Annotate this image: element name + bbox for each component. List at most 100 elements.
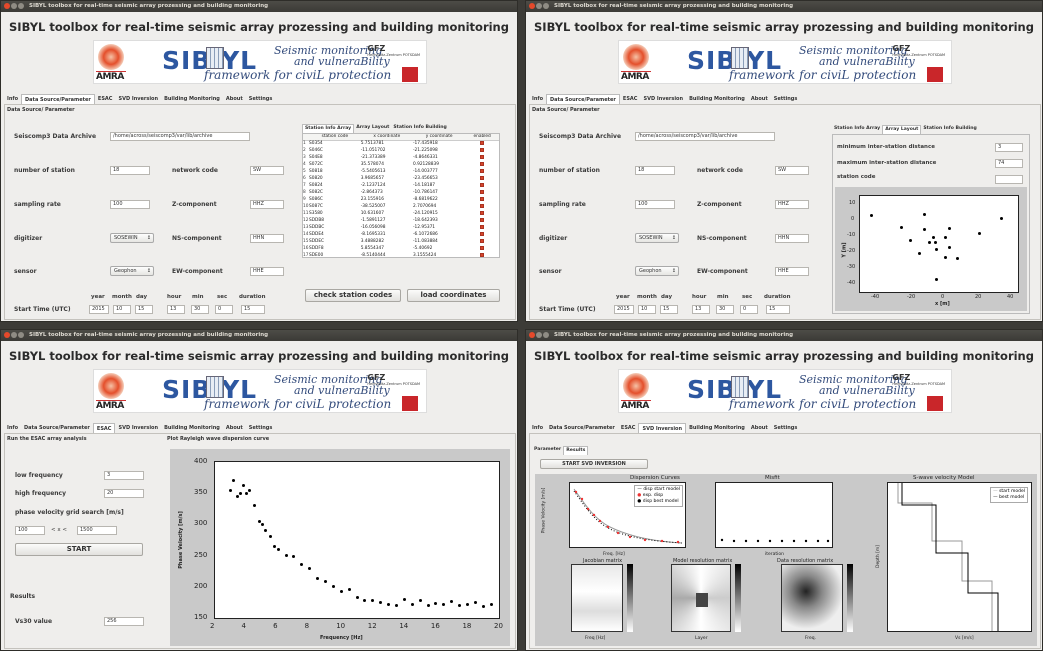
start-svd-button[interactable]: START SVD INVERSION bbox=[540, 459, 648, 469]
tab-data-source[interactable]: Data Source/Parameter bbox=[549, 425, 615, 431]
enabled-cell[interactable] bbox=[465, 252, 499, 258]
digitizer-select[interactable]: SOSEWIN bbox=[635, 233, 679, 243]
enabled-checkbox[interactable] bbox=[480, 245, 485, 250]
x-coordinate-cell[interactable]: 23.155916 bbox=[360, 197, 384, 202]
x-coordinate-cell[interactable]: -8.1695331 bbox=[360, 232, 386, 237]
y-coordinate-cell[interactable]: -14.18187 bbox=[412, 183, 436, 188]
tab-array-layout[interactable]: Array Layout bbox=[882, 125, 922, 134]
enabled-cell[interactable] bbox=[465, 161, 499, 169]
enabled-checkbox[interactable] bbox=[480, 231, 485, 236]
y-coordinate-cell[interactable]: -11.083884 bbox=[412, 239, 438, 244]
tab-data-source[interactable]: Data Source/Parameter bbox=[546, 94, 620, 104]
max-dist-input[interactable]: 74 bbox=[995, 159, 1023, 168]
y-coordinate-cell[interactable]: 3.1555424 bbox=[412, 253, 437, 258]
table-row[interactable]: 2 S046C -11.051702 -21.225098 bbox=[303, 147, 499, 155]
minimize-icon[interactable] bbox=[11, 332, 17, 338]
tab-settings[interactable]: Settings bbox=[773, 96, 798, 102]
ns-input[interactable]: HHN bbox=[775, 234, 809, 243]
x-coordinate-cell[interactable]: 3.4888282 bbox=[360, 239, 384, 244]
tab-about[interactable]: About bbox=[750, 96, 768, 102]
enabled-cell[interactable] bbox=[465, 217, 499, 225]
station-code-input[interactable] bbox=[995, 175, 1023, 184]
table-row[interactable]: 17 SDE00 -8.5140444 3.1555424 bbox=[303, 252, 499, 258]
sensor-select[interactable]: Geophon bbox=[635, 266, 679, 276]
tab-svd[interactable]: SVD Inversion bbox=[118, 425, 159, 431]
sensor-select[interactable]: Geophon bbox=[110, 266, 154, 276]
tab-building[interactable]: Building Monitoring bbox=[689, 425, 745, 431]
station-code-cell[interactable]: SDDF8 bbox=[309, 246, 324, 251]
month-input[interactable]: 10 bbox=[638, 305, 656, 314]
enabled-checkbox[interactable] bbox=[480, 210, 485, 215]
enabled-checkbox[interactable] bbox=[480, 147, 485, 152]
hour-input[interactable]: 13 bbox=[692, 305, 710, 314]
station-code-cell[interactable]: SDDE4 bbox=[309, 232, 324, 237]
enabled-cell[interactable] bbox=[465, 175, 499, 183]
table-row[interactable]: 4 S072C 35.578074 0.92128839 bbox=[303, 161, 499, 169]
sec-input[interactable]: 0 bbox=[740, 305, 758, 314]
tab-station-info-building[interactable]: Station Info Building bbox=[393, 125, 447, 130]
table-row[interactable]: 13 SDDBC -16.056098 -12.95371 bbox=[303, 224, 499, 232]
y-coordinate-cell[interactable]: -24.120915 bbox=[412, 211, 438, 216]
y-coordinate-cell[interactable]: 2.7070694 bbox=[412, 204, 437, 209]
vs30-input[interactable]: 256 bbox=[104, 617, 144, 626]
tab-esac[interactable]: ESAC bbox=[97, 96, 113, 102]
year-input[interactable]: 2015 bbox=[89, 305, 109, 314]
duration-input[interactable]: 15 bbox=[241, 305, 265, 314]
station-code-cell[interactable]: SDDEC bbox=[309, 239, 325, 244]
close-icon[interactable] bbox=[4, 3, 10, 9]
station-code-cell[interactable]: SDE00 bbox=[309, 253, 324, 258]
station-code-cell[interactable]: S0354 bbox=[309, 141, 323, 146]
sampling-input[interactable]: 100 bbox=[635, 200, 675, 209]
x-coordinate-cell[interactable]: -1.5891127 bbox=[360, 218, 386, 223]
enabled-cell[interactable] bbox=[465, 168, 499, 176]
day-input[interactable]: 15 bbox=[135, 305, 153, 314]
y-coordinate-cell[interactable]: -23.456653 bbox=[412, 176, 438, 181]
tab-station-info-array[interactable]: Station Info Array bbox=[834, 126, 881, 131]
network-input[interactable]: SW bbox=[250, 166, 284, 175]
enabled-cell[interactable] bbox=[465, 210, 499, 218]
archive-input[interactable]: /home/across/seiscomp3/var/lib/archive bbox=[635, 132, 775, 141]
low-frequency-input[interactable]: 3 bbox=[104, 471, 144, 480]
duration-input[interactable]: 15 bbox=[766, 305, 790, 314]
x-coordinate-cell[interactable]: -21.373389 bbox=[360, 155, 386, 160]
enabled-checkbox[interactable] bbox=[480, 161, 485, 166]
network-input[interactable]: SW bbox=[775, 166, 809, 175]
num-station-input[interactable]: 18 bbox=[635, 166, 675, 175]
tab-data-source[interactable]: Data Source/Parameter bbox=[21, 94, 95, 104]
table-row[interactable]: 7 S0824 -2.1237124 -14.18187 bbox=[303, 182, 499, 190]
zcomp-input[interactable]: HHZ bbox=[250, 200, 284, 209]
station-code-cell[interactable]: S087C bbox=[309, 204, 323, 209]
enabled-cell[interactable] bbox=[465, 245, 499, 253]
y-coordinate-cell[interactable]: -21.225098 bbox=[412, 148, 438, 153]
station-code-cell[interactable]: S3580 bbox=[309, 211, 323, 216]
station-code-cell[interactable]: S072C bbox=[309, 162, 323, 167]
maximize-icon[interactable] bbox=[18, 3, 24, 9]
y-coordinate-cell[interactable]: -17.435918 bbox=[412, 141, 438, 146]
enabled-checkbox[interactable] bbox=[480, 224, 485, 229]
load-coordinates-button[interactable]: load coordinates bbox=[407, 289, 500, 302]
y-coordinate-cell[interactable]: -4.8646331 bbox=[412, 155, 438, 160]
tab-building[interactable]: Building Monitoring bbox=[164, 96, 220, 102]
sampling-input[interactable]: 100 bbox=[110, 200, 150, 209]
sec-input[interactable]: 0 bbox=[215, 305, 233, 314]
enabled-checkbox[interactable] bbox=[480, 217, 485, 222]
maximize-icon[interactable] bbox=[18, 332, 24, 338]
station-code-cell[interactable]: SDDBC bbox=[309, 225, 325, 230]
y-coordinate-cell[interactable]: -8.6819622 bbox=[412, 197, 438, 202]
check-station-codes-button[interactable]: check station codes bbox=[305, 289, 401, 302]
tab-settings[interactable]: Settings bbox=[248, 96, 273, 102]
y-coordinate-cell[interactable]: -5.40692 bbox=[412, 246, 433, 251]
enabled-cell[interactable] bbox=[465, 147, 499, 155]
x-coordinate-cell[interactable]: -2.1237124 bbox=[360, 183, 386, 188]
y-coordinate-cell[interactable]: -14.003777 bbox=[412, 169, 438, 174]
station-code-cell[interactable]: S086C bbox=[309, 197, 323, 202]
start-button[interactable]: START bbox=[15, 543, 143, 556]
tab-esac[interactable]: ESAC bbox=[622, 96, 638, 102]
tab-about[interactable]: About bbox=[750, 425, 768, 431]
x-coordinate-cell[interactable]: -11.051702 bbox=[360, 148, 386, 153]
table-row[interactable]: 1 S0354 5.7513781 -17.435918 bbox=[303, 140, 499, 148]
y-coordinate-cell[interactable]: -12.95371 bbox=[412, 225, 436, 230]
enabled-cell[interactable] bbox=[465, 182, 499, 190]
archive-input[interactable]: /home/across/seiscomp3/var/lib/archive bbox=[110, 132, 250, 141]
enabled-checkbox[interactable] bbox=[480, 189, 485, 194]
